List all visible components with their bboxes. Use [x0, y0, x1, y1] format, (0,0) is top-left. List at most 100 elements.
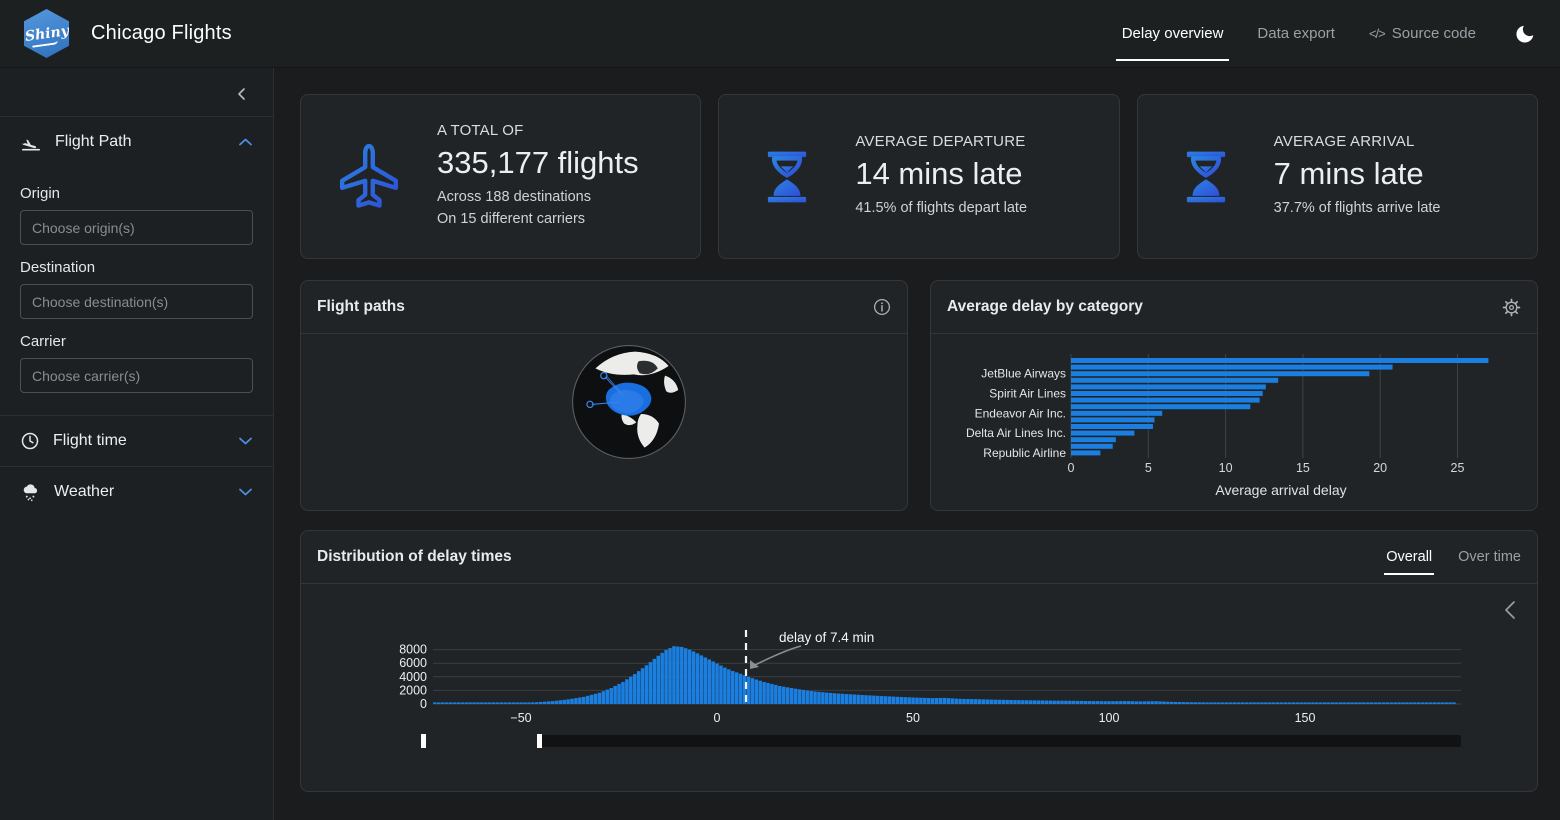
value-box-title: AVERAGE ARRIVAL — [1273, 133, 1415, 151]
destination-input[interactable] — [20, 284, 253, 319]
x-tick-label: 150 — [1295, 711, 1316, 725]
bar-carrier-5[interactable] — [1071, 391, 1263, 396]
origin-input[interactable] — [20, 210, 253, 245]
main-content: A TOTAL OF 335,177 flights Across 188 de… — [274, 68, 1560, 820]
x-tick-label: 15 — [1296, 461, 1310, 475]
x-tick-label: 50 — [906, 711, 920, 725]
bar-carrier-11[interactable] — [1071, 430, 1135, 436]
dark-mode-toggle[interactable] — [1514, 23, 1536, 45]
tab-over-time[interactable]: Over time — [1458, 549, 1521, 565]
y-category-label: Endeavor Air Inc. — [975, 406, 1066, 420]
range-slider-handle-left[interactable] — [421, 734, 426, 748]
chevron-down-icon — [239, 437, 252, 445]
x-tick-label: 100 — [1099, 711, 1120, 725]
bar-carrier-14[interactable] — [1071, 450, 1101, 456]
value-box-title: A TOTAL OF — [437, 122, 524, 140]
y-category-label: Delta Air Lines Inc. — [966, 426, 1066, 440]
x-tick-label: −50 — [510, 711, 531, 725]
x-tick-label: 20 — [1373, 461, 1387, 475]
moon-icon — [1516, 25, 1534, 43]
tab-data-export[interactable]: Data export — [1257, 25, 1335, 42]
bar-carrier-10[interactable] — [1071, 424, 1153, 429]
tab-overall[interactable]: Overall — [1384, 531, 1435, 583]
accordion-flight-time: Flight time — [0, 415, 273, 466]
y-category-label: Republic Airline — [983, 446, 1066, 460]
value-box-subtitle: On 15 different carriers — [437, 210, 586, 227]
value-box-title: AVERAGE DEPARTURE — [855, 133, 1026, 151]
value-box-subtitle: 41.5% of flights depart late — [855, 199, 1028, 216]
y-tick-label: 8000 — [399, 643, 427, 657]
carrier-input[interactable] — [20, 358, 253, 393]
accordion-flight-path: Flight Path Origin Destination Carrier — [0, 116, 273, 415]
accordion-header-weather[interactable]: Weather — [0, 467, 273, 517]
bar-carrier-1[interactable] — [1071, 364, 1393, 370]
sidebar: Flight Path Origin Destination Carrier — [0, 68, 274, 820]
y-tick-label: 2000 — [399, 683, 427, 697]
accordion-label: Flight Path — [55, 133, 132, 150]
sidebar-collapse-icon[interactable] — [235, 86, 249, 102]
gear-icon[interactable] — [1502, 298, 1521, 317]
x-tick-label: 25 — [1451, 461, 1465, 475]
navbar-tabs: Delay overview Data export </> Source co… — [1108, 0, 1536, 67]
accordion-label: Flight time — [53, 432, 127, 449]
code-icon: </> — [1368, 26, 1386, 41]
app-title: Chicago Flights — [91, 22, 232, 44]
navbar: Shiny Chicago Flights Delay overview Dat… — [0, 0, 1560, 68]
info-icon[interactable] — [873, 298, 891, 316]
plane-arrival-icon — [21, 139, 40, 151]
distribution-tabs: Overall Over time — [1384, 531, 1521, 583]
x-tick-label: 10 — [1219, 461, 1233, 475]
y-tick-label: 0 — [420, 697, 427, 711]
y-tick-label: 4000 — [399, 670, 427, 684]
y-tick-label: 6000 — [399, 656, 427, 670]
bar-carrier-6[interactable] — [1071, 397, 1260, 403]
bar-carrier-3[interactable] — [1071, 377, 1279, 383]
card-title: Average delay by category — [947, 298, 1143, 315]
chart-collapse-icon[interactable] — [1505, 601, 1515, 619]
plane-icon — [339, 143, 399, 208]
value-box-avg-arrival: AVERAGE ARRIVAL 7 mins late 37.7% of fli… — [1136, 94, 1538, 259]
card-title: Flight paths — [317, 298, 405, 315]
flight-paths-card: Flight paths — [300, 280, 908, 511]
value-box-value: 14 mins late — [855, 156, 1023, 192]
accordion-weather: Weather — [0, 466, 273, 517]
cloud-rain-icon — [23, 484, 38, 502]
hourglass-icon — [768, 151, 807, 202]
bar-carrier-7[interactable] — [1071, 404, 1251, 410]
flight-path-form: Origin Destination Carrier — [0, 167, 273, 415]
chevron-down-icon — [239, 488, 252, 496]
bar-carrier-2[interactable] — [1071, 371, 1370, 377]
x-tick-label: 5 — [1145, 461, 1152, 475]
value-box-value: 335,177 flights — [437, 145, 639, 181]
avg-delay-card: Average delay by category 0 5 10 15 20 25 Je — [930, 280, 1538, 511]
brand: Shiny Chicago Flights — [24, 9, 232, 58]
annotation-arrow — [752, 645, 802, 667]
destination-label: Destination — [20, 259, 96, 276]
range-slider-bar[interactable] — [538, 735, 1461, 747]
accordion-header-flight-path[interactable]: Flight Path — [0, 117, 273, 167]
y-category-label: Spirit Air Lines — [989, 387, 1066, 401]
value-box-avg-departure: AVERAGE DEPARTURE 14 mins late 41.5% of … — [718, 94, 1120, 259]
carrier-label: Carrier — [20, 333, 66, 350]
flight-paths-globe[interactable] — [569, 342, 689, 462]
tab-source-code[interactable]: </> Source code — [1368, 25, 1476, 42]
origin-label: Origin — [20, 185, 61, 202]
bar-carrier-13[interactable] — [1071, 443, 1113, 449]
bar-carrier-12[interactable] — [1071, 437, 1116, 443]
x-tick-label: 0 — [1068, 461, 1075, 475]
hourglass-icon — [1186, 151, 1225, 202]
accordion-header-flight-time[interactable]: Flight time — [0, 416, 273, 466]
tab-delay-overview[interactable]: Delay overview — [1108, 0, 1238, 67]
bar-carrier-0[interactable] — [1071, 358, 1489, 363]
x-tick-label: 0 — [714, 711, 721, 725]
bar-carrier-4[interactable] — [1071, 384, 1266, 390]
card-title: Distribution of delay times — [317, 548, 512, 565]
avg-delay-bar-chart[interactable]: 0 5 10 15 20 25 JetBlue Airways Spirit Air Line… — [931, 334, 1537, 511]
bar-carrier-9[interactable] — [1071, 417, 1155, 423]
value-box-subtitle: Across 188 destinations — [437, 189, 591, 206]
y-category-label: JetBlue Airways — [981, 367, 1066, 381]
bar-carrier-8[interactable] — [1071, 410, 1163, 416]
range-slider-handle-right[interactable] — [537, 734, 542, 748]
x-axis-title: Average arrival delay — [1215, 482, 1346, 498]
